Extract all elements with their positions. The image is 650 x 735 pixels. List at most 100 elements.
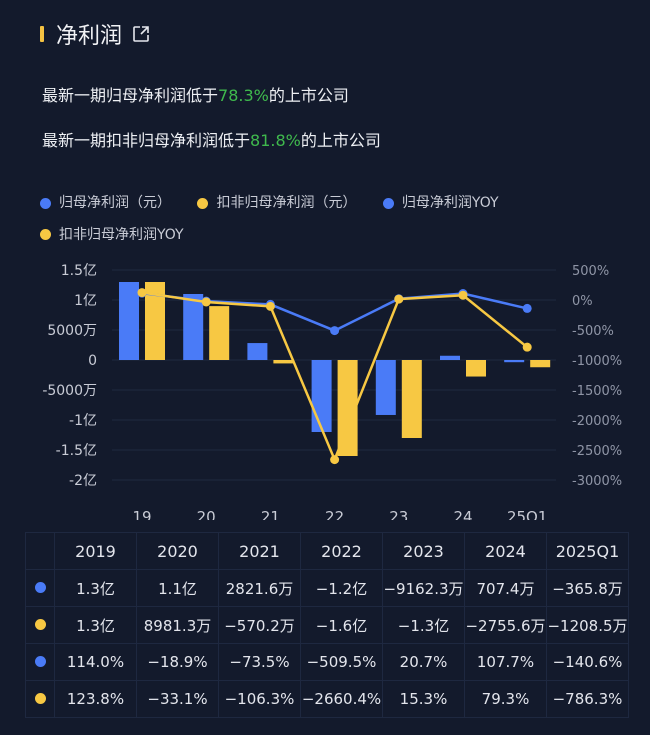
column-header: 2019 — [54, 532, 137, 570]
table-cell: 8981.3万 — [136, 606, 219, 644]
right-axis-tick: -3000% — [572, 474, 622, 489]
right-axis-tick: -2500% — [572, 444, 622, 459]
table-row: 114.0% −18.9% −73.5% −509.5% 20.7% 107.7% −140… — [25, 643, 629, 681]
table-corner — [25, 532, 55, 570]
left-axis-tick: 1.5亿 — [61, 263, 97, 279]
right-axis-tick: 500% — [572, 264, 609, 279]
legend-item[interactable]: 归母净利润（元） — [40, 188, 171, 218]
legend-item[interactable]: 扣非归母净利润（元） — [197, 188, 356, 218]
series-dot-icon — [34, 582, 46, 593]
net-profit-yoy-point — [330, 326, 340, 336]
profit-chart: 1.5亿 500% 1亿 0% 5000万 -500% 0 -1000% -5000万 -1500… — [42, 263, 622, 520]
net-profit-bar — [311, 360, 332, 432]
deducted-profit-bar — [273, 360, 294, 364]
left-axis-tick: 5000万 — [47, 323, 97, 339]
legend-dot — [382, 197, 394, 209]
table-cell: 114.0% — [54, 643, 137, 681]
x-axis-tick: 21 — [261, 508, 280, 520]
stat-text: 的上市公司 — [300, 131, 381, 150]
legend-item[interactable]: 扣非归母净利润YOY — [40, 220, 184, 250]
left-axis-tick: -1亿 — [69, 413, 97, 429]
net-profit-bar — [183, 294, 204, 360]
series-dot-icon — [34, 619, 46, 630]
stat-line-net-profit: 最新一期归母净利润低于78.3%的上市公司 — [42, 82, 349, 106]
section-title: 净利润 — [56, 24, 123, 49]
table-cell: 15.3% — [382, 680, 465, 718]
x-axis-tick: 25Q1 — [507, 508, 547, 520]
deducted-profit-bar — [209, 306, 230, 360]
left-axis-tick: 1亿 — [74, 293, 97, 309]
legend-label: 扣非归母净利润（元） — [216, 195, 357, 211]
table-cell: −786.3% — [546, 680, 629, 718]
table-cell: 79.3% — [464, 680, 547, 718]
table-cell: −18.9% — [136, 643, 219, 681]
table-cell: −1.6亿 — [300, 606, 383, 644]
legend-label: 归母净利润（元） — [59, 195, 171, 211]
table-cell: 107.7% — [464, 643, 547, 681]
legend-dot — [40, 197, 51, 209]
table-cell: −1208.5万 — [546, 606, 629, 644]
data-table: 2019 2020 2021 2022 2023 2024 2025Q1 1.3… — [25, 532, 629, 718]
row-marker — [25, 606, 55, 644]
right-axis-tick: -2000% — [572, 414, 622, 429]
table-row: 123.8% −33.1% −106.3% −2660.4% 15.3% 79.3% −78… — [25, 680, 629, 718]
table-cell: −1.2亿 — [300, 569, 383, 607]
series-dot-icon — [34, 656, 46, 667]
table-cell: 1.3亿 — [54, 569, 137, 607]
stat-text: 的上市公司 — [268, 86, 349, 105]
right-axis-tick: -1000% — [572, 354, 622, 369]
legend-item[interactable]: 归母净利润YOY — [382, 188, 499, 218]
deducted-profit-yoy-point — [137, 288, 147, 298]
accent-bar — [40, 26, 44, 42]
legend-label: 归母净利润YOY — [401, 195, 499, 211]
column-header: 2024 — [464, 532, 547, 570]
left-axis-tick: -1.5亿 — [56, 443, 97, 459]
deducted-profit-bar — [530, 360, 551, 368]
table-cell: −570.2万 — [218, 606, 301, 644]
row-marker — [25, 569, 55, 607]
legend-dot — [40, 229, 51, 240]
column-header: 2025Q1 — [546, 532, 629, 570]
column-header: 2022 — [300, 532, 383, 570]
right-axis-tick: -500% — [572, 324, 614, 339]
table-cell: 1.1亿 — [136, 569, 219, 607]
deducted-profit-bar — [401, 360, 422, 438]
table-cell: 707.4万 — [464, 569, 547, 607]
x-axis-tick: 20 — [197, 508, 216, 520]
table-cell: 2821.6万 — [218, 569, 301, 607]
table-header-row: 2019 2020 2021 2022 2023 2024 2025Q1 — [25, 532, 629, 570]
table-cell: −33.1% — [136, 680, 219, 718]
deducted-profit-yoy-point — [458, 290, 468, 300]
external-link-icon[interactable] — [132, 25, 150, 43]
table-cell: −2660.4% — [300, 680, 383, 718]
row-marker — [25, 680, 55, 718]
deducted-profit-bar — [466, 360, 486, 377]
column-header: 2021 — [218, 532, 301, 570]
stat-percentage: 78.3% — [218, 86, 269, 105]
table-cell: −2755.6万 — [464, 606, 547, 644]
deducted-profit-bar — [337, 360, 358, 456]
deducted-profit-yoy-point — [522, 342, 532, 352]
x-axis-tick: 19 — [132, 508, 151, 520]
table-cell: 20.7% — [382, 643, 465, 681]
column-header: 2023 — [382, 532, 465, 570]
table-row: 1.3亿 8981.3万 −570.2万 −1.6亿 −1.3亿 −2755.6万 −120… — [25, 606, 629, 644]
net-profit-bar — [440, 355, 460, 360]
table-cell: −106.3% — [218, 680, 301, 718]
left-axis-tick: -2亿 — [69, 473, 97, 489]
table-cell: 1.3亿 — [54, 606, 137, 644]
stat-line-deducted-profit: 最新一期扣非归母净利润低于81.8%的上市公司 — [42, 127, 381, 151]
right-axis-tick: 0% — [572, 294, 593, 309]
table-cell: −9162.3万 — [382, 569, 465, 607]
chart-legend: 归母净利润（元） 扣非归母净利润（元） 归母净利润YOY 扣非归母净利润YOY — [40, 188, 600, 251]
deducted-profit-bar — [145, 282, 165, 360]
net-profit-bar — [504, 360, 525, 363]
table-cell: −1.3亿 — [382, 606, 465, 644]
stat-text: 最新一期归母净利润低于 — [42, 86, 219, 105]
table-cell: −509.5% — [300, 643, 383, 681]
table-cell: −365.8万 — [546, 569, 629, 607]
deducted-profit-yoy-point — [330, 455, 340, 465]
legend-dot — [197, 197, 209, 209]
x-axis-tick: 24 — [453, 508, 472, 520]
row-marker — [25, 643, 55, 681]
